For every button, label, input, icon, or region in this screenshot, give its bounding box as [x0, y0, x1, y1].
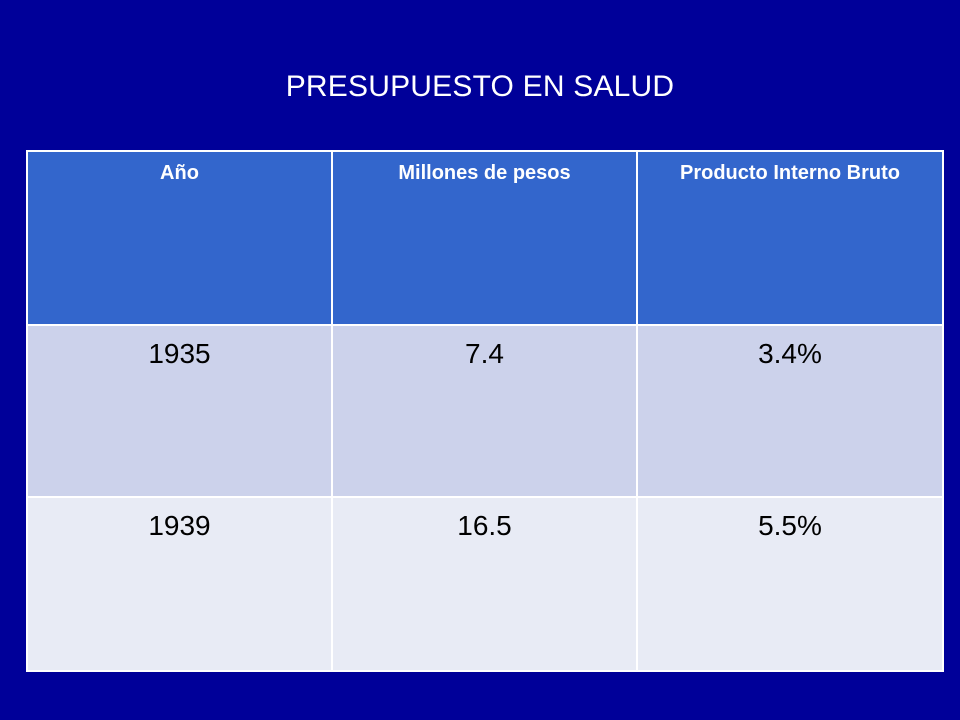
table-header-row: Año Millones de pesos Producto Interno B… [26, 150, 944, 326]
budget-table: Año Millones de pesos Producto Interno B… [26, 150, 944, 672]
table-row: 1939 16.5 5.5% [26, 496, 944, 672]
cell-gdp-percent: 5.5% [636, 496, 944, 672]
cell-gdp-percent: 3.4% [636, 324, 944, 498]
cell-year: 1935 [26, 324, 333, 498]
header-year: Año [26, 150, 333, 326]
cell-millions-pesos: 7.4 [331, 324, 638, 498]
header-millions-pesos: Millones de pesos [331, 150, 638, 326]
header-gdp: Producto Interno Bruto [636, 150, 944, 326]
slide-title: PRESUPUESTO EN SALUD [285, 70, 675, 103]
table-row: 1935 7.4 3.4% [26, 324, 944, 498]
cell-year: 1939 [26, 496, 333, 672]
cell-millions-pesos: 16.5 [331, 496, 638, 672]
